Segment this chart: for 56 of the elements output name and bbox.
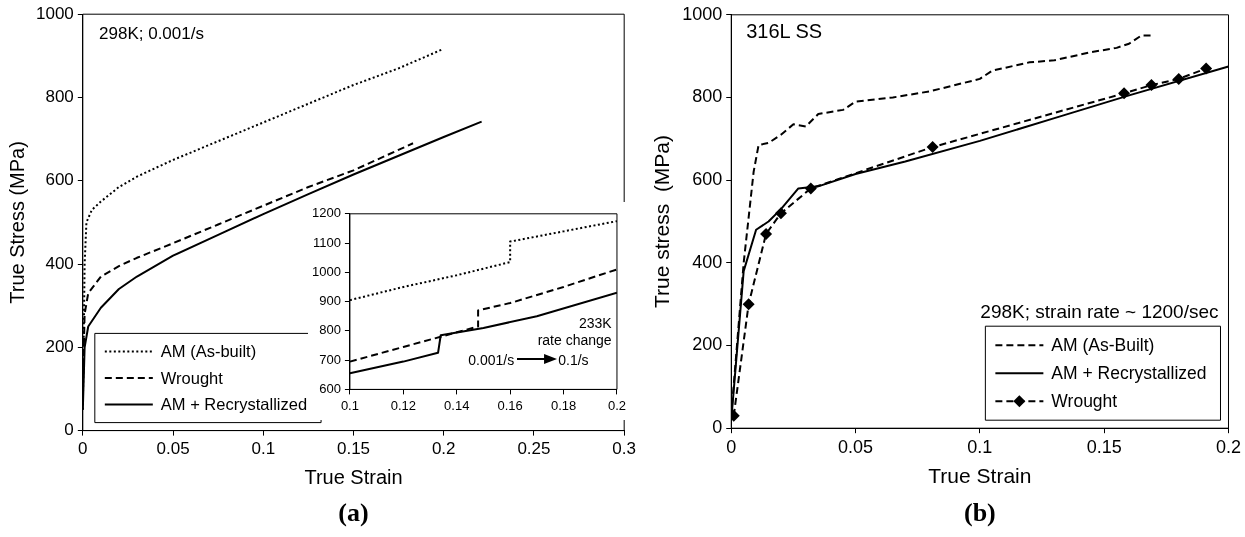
y-tick-label: 600 [319, 380, 341, 396]
y-tick-label: 800 [45, 87, 74, 107]
legend-label: AM (As-Built) [1051, 335, 1155, 356]
y-tick-label: 1100 [312, 234, 341, 250]
x-tick-label: 0.16 [497, 397, 523, 413]
y-tick-label: 800 [692, 86, 723, 107]
x-tick-label: 0.2 [607, 397, 626, 413]
y-tick-label: 400 [692, 251, 723, 272]
x-tick-label: 0.14 [444, 397, 470, 413]
text: (b) [963, 498, 996, 527]
x-tick-label: 0.25 [517, 439, 551, 459]
y-tick-label: 0 [64, 420, 74, 440]
x-tick-label: 0.2 [431, 439, 456, 459]
annotation: 316L SS [746, 20, 823, 42]
x-tick-label: 0.3 [612, 439, 636, 459]
legend-label: AM + Recrystallized [160, 394, 308, 413]
x-tick-label: 0.18 [550, 397, 577, 413]
annotation: 298K; strain rate ~ 1200/sec [980, 301, 1219, 323]
x-tick-label: 0 [726, 436, 737, 457]
annotation: 0.1/s [558, 351, 589, 368]
y-axis-title: True Stress (MPa) [5, 141, 28, 304]
y-tick-label: 0 [712, 417, 723, 438]
y-tick-label: 600 [692, 169, 723, 190]
x-tick-label: 0 [78, 439, 88, 459]
annotation: 233K [578, 314, 612, 331]
legend-label: Wrought [1051, 391, 1118, 412]
text: (a) [338, 498, 369, 527]
y-tick-label: 800 [319, 322, 341, 338]
y-tick-label: 1200 [312, 205, 341, 221]
x-tick-label: 0.1 [251, 439, 276, 459]
y-tick-label: 1000 [312, 263, 341, 279]
y-tick-label: 200 [45, 337, 74, 357]
y-tick-label: 200 [692, 334, 723, 355]
annotation: rate change [537, 332, 612, 349]
x-tick-label: 0.15 [1086, 436, 1122, 457]
y-tick-label: 1000 [682, 3, 723, 24]
y-tick-label: 600 [45, 170, 74, 190]
legend-label: AM + Recrystallized [1051, 363, 1207, 384]
x-tick-label: 0.12 [390, 397, 416, 413]
y-tick-label: 1000 [35, 3, 74, 23]
x-axis-title: True Strain [304, 465, 403, 488]
x-tick-label: 0.15 [336, 439, 371, 459]
y-tick-label: 700 [319, 351, 341, 367]
x-tick-label: 0.05 [838, 436, 874, 457]
legend-label: Wrought [160, 368, 224, 387]
y-tick-label: 900 [319, 293, 341, 309]
y-tick-label: 400 [45, 253, 74, 273]
x-tick-label: 0.2 [1215, 436, 1241, 457]
x-tick-label: 0.05 [156, 439, 190, 459]
x-axis-title: True Strain [928, 464, 1032, 488]
y-axis-title: True stress (MPa) [650, 134, 674, 309]
annotation: 298K; 0.001/s [99, 23, 204, 43]
x-tick-label: 0.1 [340, 397, 359, 413]
annotation: 0.001/s [468, 351, 515, 368]
legend-label: AM (As-built) [160, 342, 257, 361]
x-tick-label: 0.1 [967, 436, 993, 457]
